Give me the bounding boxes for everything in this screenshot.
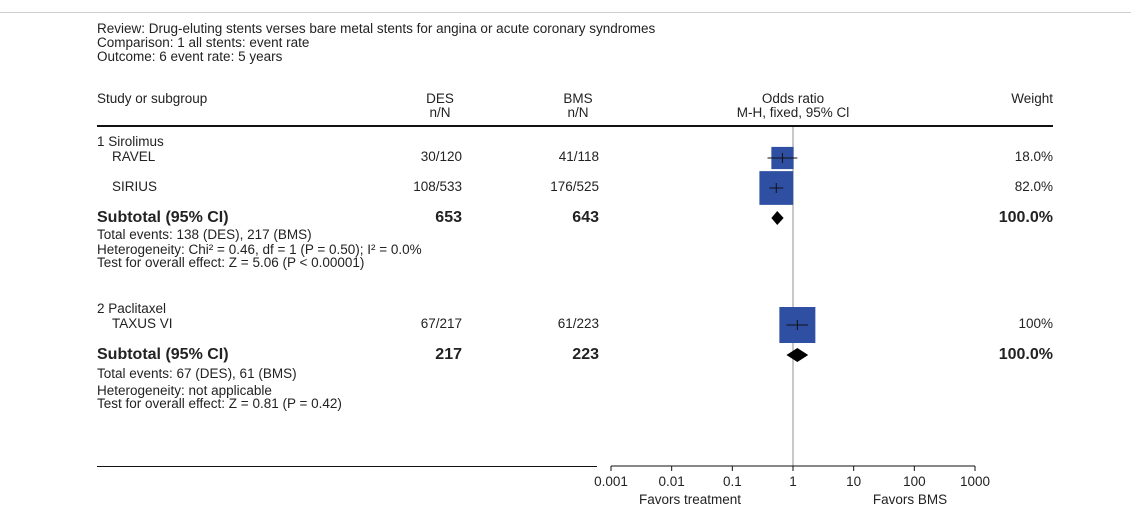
footer-rule-left [97,466,597,467]
subgroup-note: Heterogeneity: not applicable [97,383,272,398]
subgroup-note: Total events: 67 (DES), 61 (BMS) [97,366,297,381]
x-tick-label: 0.01 [659,474,685,489]
header-rule [97,125,1053,127]
study-des: 67/217 [420,316,462,331]
subtotal-bms: 223 [572,346,599,363]
col-bms-subheader: n/N [567,105,589,120]
x-tick-label: 1000 [960,474,990,489]
study-name: TAXUS VI [112,316,173,331]
study-name: SIRIUS [112,179,158,194]
col-des-header: DES [426,91,454,106]
x-tick-label: 10 [846,474,861,489]
study-des: 30/120 [420,149,462,164]
x-tick-label: 100 [903,474,926,489]
subgroup-note: Test for overall effect: Z = 0.81 (P = 0… [97,396,342,411]
x-tick-label: 0.1 [723,474,742,489]
subgroup-note: Total events: 138 (DES), 217 (BMS) [97,227,312,242]
top-divider [0,12,1131,13]
col-study-header: Study or subgroup [97,91,208,106]
subtotal-des: 217 [435,346,462,363]
subgroup-name: 2 Paclitaxel [97,301,167,316]
col-bms-header: BMS [563,91,593,106]
subtotal-des: 653 [435,209,462,226]
favors-left-label: Favors treatment [638,492,742,507]
study-name: RAVEL [112,149,156,164]
study-weight: 82.0% [1014,179,1053,194]
study-weight: 18.0% [1014,149,1053,164]
subgroup-name: 1 Sirolimus [97,134,164,149]
review-title: Review: Drug-eluting stents verses bare … [97,21,656,36]
study-des: 108/533 [413,179,462,194]
outcome-line: Outcome: 6 event rate: 5 years [97,49,283,64]
subtotal-label: Subtotal (95% CI) [97,209,229,226]
study-bms: 176/525 [550,179,599,194]
subtotal-weight: 100.0% [998,209,1053,226]
study-weight: 100% [1018,316,1053,331]
study-bms: 61/223 [557,316,599,331]
favors-right-label: Favors BMS [872,492,948,507]
col-or-subheader: M-H, fixed, 95% Cl [736,105,850,120]
col-weight-header: Weight [1011,91,1053,106]
subtotal-label: Subtotal (95% CI) [97,346,229,363]
subtotal-diamond [771,211,784,225]
subtotal-diamond [786,348,809,362]
subtotal-weight: 100.0% [998,346,1053,363]
subgroup-note: Heterogeneity: Chi² = 0.46, df = 1 (P = … [97,242,422,257]
col-or-header: Odds ratio [761,91,825,106]
x-tick-label: 0.001 [594,474,628,489]
x-tick-label: 1 [789,474,797,489]
subtotal-bms: 643 [572,209,599,226]
col-des-subheader: n/N [429,105,451,120]
comparison-line: Comparison: 1 all stents: event rate [97,35,310,50]
study-bms: 41/118 [558,149,599,164]
subgroup-note: Test for overall effect: Z = 5.06 (P < 0… [97,255,365,270]
